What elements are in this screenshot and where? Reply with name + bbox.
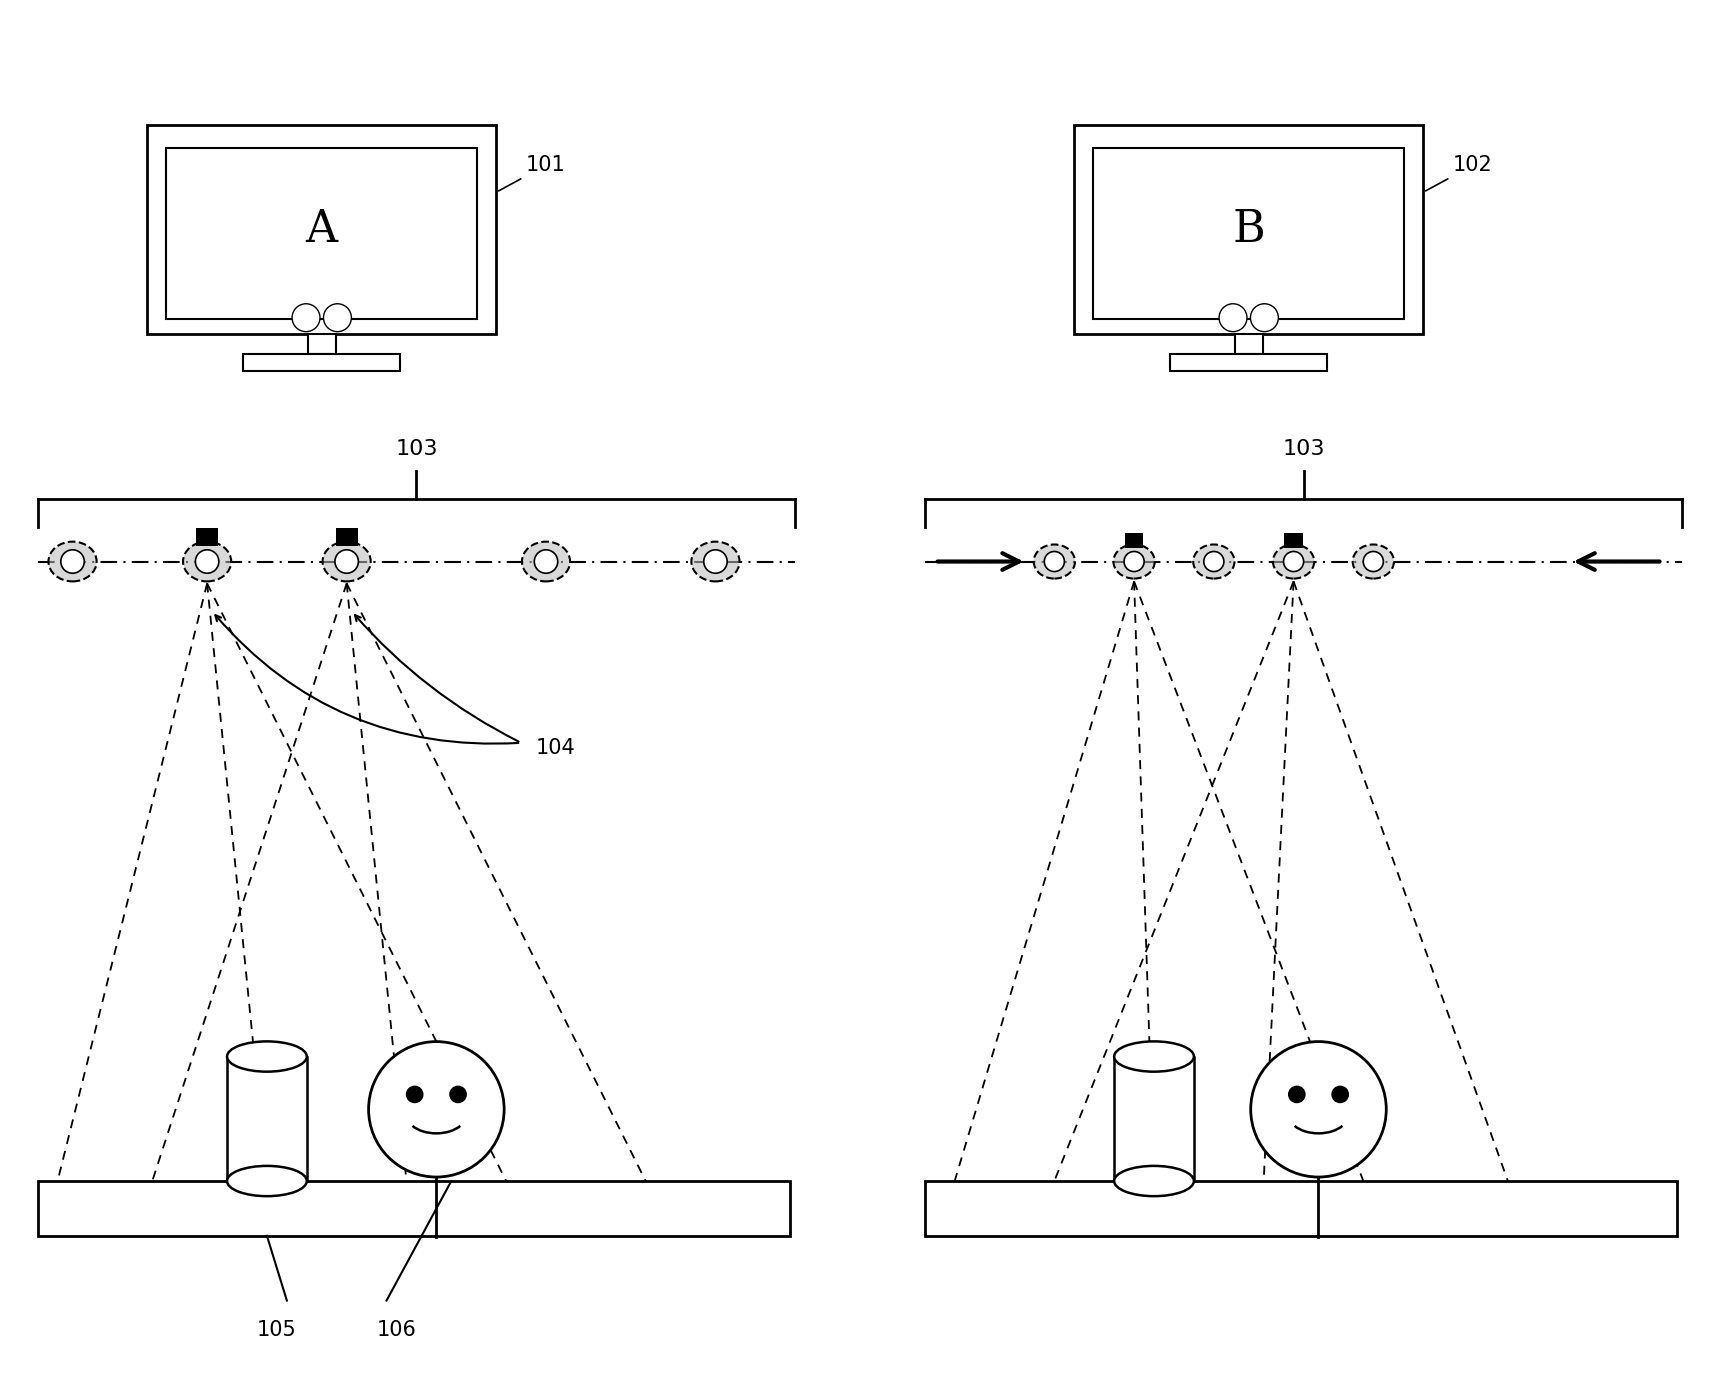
Text: 103: 103 [395, 438, 438, 459]
Text: A: A [306, 209, 337, 252]
Ellipse shape [1353, 545, 1394, 578]
Circle shape [1283, 552, 1304, 571]
Text: 101: 101 [498, 155, 566, 191]
Circle shape [1251, 1041, 1386, 1177]
Bar [38, 1181, 790, 1236]
Circle shape [335, 550, 358, 573]
Ellipse shape [1193, 545, 1234, 578]
Ellipse shape [48, 542, 96, 581]
Ellipse shape [1273, 545, 1314, 578]
Ellipse shape [183, 542, 231, 581]
Ellipse shape [522, 542, 570, 581]
Bar [308, 335, 335, 354]
Bar [243, 354, 400, 371]
Text: B: B [1232, 209, 1264, 252]
Bar [228, 1057, 306, 1181]
Circle shape [1044, 552, 1064, 571]
Text: 105: 105 [257, 1321, 296, 1340]
Circle shape [1124, 552, 1145, 571]
Ellipse shape [1114, 1166, 1194, 1196]
Circle shape [293, 304, 320, 332]
Circle shape [450, 1086, 465, 1102]
Text: 104: 104 [536, 737, 577, 758]
Ellipse shape [691, 542, 739, 581]
Text: 103: 103 [1282, 438, 1324, 459]
Circle shape [195, 550, 219, 573]
Circle shape [407, 1086, 423, 1102]
Bar [197, 528, 217, 546]
Ellipse shape [1114, 545, 1155, 578]
Circle shape [703, 550, 727, 573]
Circle shape [1205, 552, 1223, 571]
Bar [1124, 532, 1143, 548]
Ellipse shape [1114, 1041, 1194, 1072]
Bar [1285, 532, 1302, 548]
Circle shape [534, 550, 558, 573]
Bar [335, 528, 358, 546]
Ellipse shape [228, 1041, 306, 1072]
Bar [1093, 148, 1405, 319]
Circle shape [1288, 1086, 1305, 1102]
Bar [1114, 1057, 1194, 1181]
Ellipse shape [228, 1166, 306, 1196]
Text: 106: 106 [376, 1321, 416, 1340]
Circle shape [323, 304, 351, 332]
Circle shape [1364, 552, 1384, 571]
Ellipse shape [1033, 545, 1075, 578]
Bar [166, 148, 477, 319]
Bar [1170, 354, 1328, 371]
Circle shape [1251, 304, 1278, 332]
Circle shape [62, 550, 84, 573]
Circle shape [368, 1041, 505, 1177]
Ellipse shape [323, 542, 371, 581]
Bar [1235, 335, 1263, 354]
Bar [1075, 126, 1424, 335]
Text: 102: 102 [1425, 155, 1492, 191]
Circle shape [1333, 1086, 1348, 1102]
Bar [924, 1181, 1677, 1236]
Bar [147, 126, 496, 335]
Circle shape [1218, 304, 1247, 332]
